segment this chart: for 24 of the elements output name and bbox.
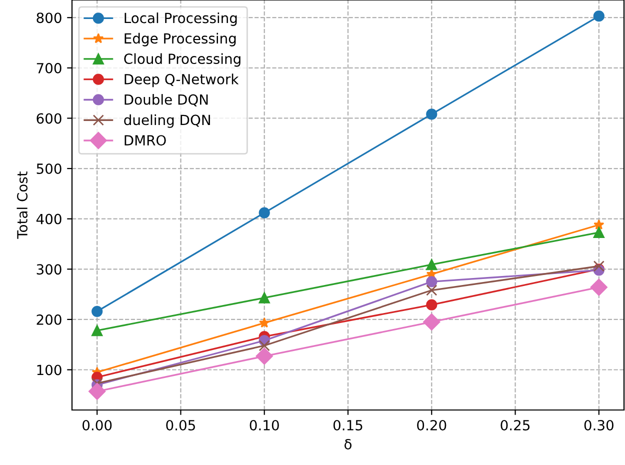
legend-label: Edge Processing: [124, 32, 236, 46]
legend-label: Local Processing: [124, 12, 237, 26]
x-axis-title: δ: [344, 438, 352, 450]
legend-label: Cloud Processing: [124, 53, 240, 67]
x-tick-label: 0.30: [584, 420, 614, 430]
y-tick-label: 500: [36, 163, 62, 174]
x-tick-label: 0.00: [82, 420, 112, 430]
legend-label: DMRO: [124, 135, 166, 146]
x-tick-label: 0.10: [250, 420, 279, 430]
y-axis-title: Total Cost: [16, 171, 28, 239]
y-tick-label: 600: [36, 113, 62, 124]
legend-label: Double DQN: [124, 94, 208, 106]
x-tick-label: 0.15: [333, 420, 362, 430]
x-tick-label: 0.20: [417, 420, 446, 430]
x-tick-label: 0.05: [166, 420, 195, 430]
legend-label: dueling DQN: [124, 114, 210, 128]
y-tick-label: 300: [36, 264, 62, 275]
y-tick-label: 100: [37, 364, 62, 376]
y-tick-label: 400: [36, 214, 62, 224]
y-tick-label: 200: [36, 314, 62, 325]
y-tick-label: 700: [36, 62, 62, 74]
y-tick-label: 800: [36, 12, 62, 24]
legend-label: Deep Q-Network: [124, 74, 239, 88]
x-tick-label: 0.25: [500, 420, 530, 430]
